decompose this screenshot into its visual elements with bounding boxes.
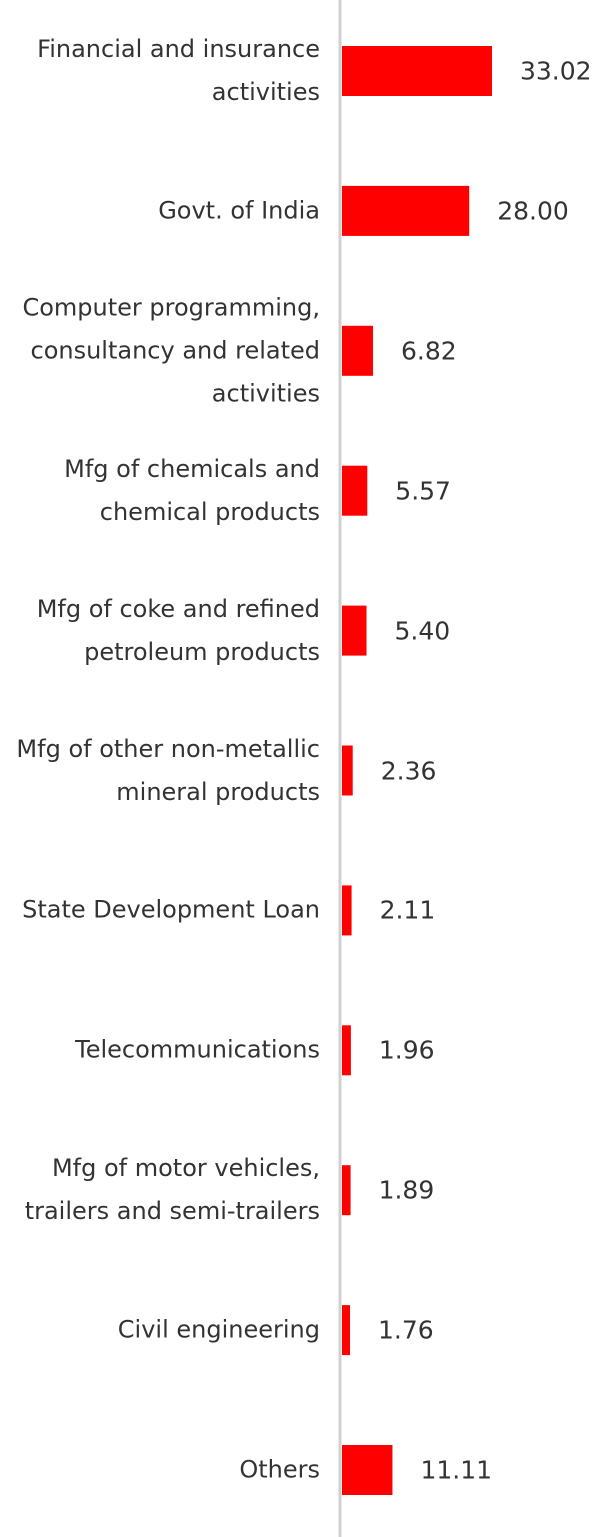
value-label: 5.40: [394, 616, 451, 646]
bar: [342, 185, 470, 236]
value-label: 5.57: [395, 476, 451, 506]
value-label: 28.00: [497, 196, 569, 226]
category-label: Financial and insurance activities: [37, 35, 320, 106]
value-label: 11.11: [420, 1455, 493, 1485]
category-label: Mfg of coke and refined petroleum produc…: [36, 594, 320, 666]
value-label: 1.96: [378, 1035, 435, 1065]
bar: [342, 1445, 393, 1495]
category-label: Mfg of other non-metallic mineral produc…: [16, 734, 320, 806]
bar: [342, 885, 352, 936]
bar: [342, 745, 353, 796]
category-label: Mfg of motor vehicles, trailers and semi…: [24, 1154, 320, 1226]
category-label: Mfg of chemicals and chemical products: [64, 454, 320, 526]
value-label: 6.82: [400, 336, 457, 366]
bar: [342, 325, 373, 376]
category-label: Civil engineering: [117, 1315, 320, 1344]
bar: [342, 46, 492, 96]
bar: [342, 1165, 351, 1216]
bar: [342, 465, 368, 516]
value-label: 33.02: [520, 56, 592, 86]
bar: [342, 1305, 350, 1356]
value-label: 1.89: [378, 1175, 435, 1205]
value-label: 2.11: [379, 895, 436, 925]
value-label: 2.36: [380, 756, 437, 785]
value-label: 1.76: [377, 1315, 434, 1345]
bar: [342, 605, 367, 656]
category-label: Telecommunications: [75, 1035, 320, 1064]
bar: [342, 1025, 351, 1076]
category-label: Govt. of India: [158, 196, 320, 225]
category-label: Computer programming, consultancy and re…: [22, 293, 320, 408]
category-label: Others: [239, 1455, 320, 1484]
category-label: State Development Loan: [22, 895, 320, 924]
